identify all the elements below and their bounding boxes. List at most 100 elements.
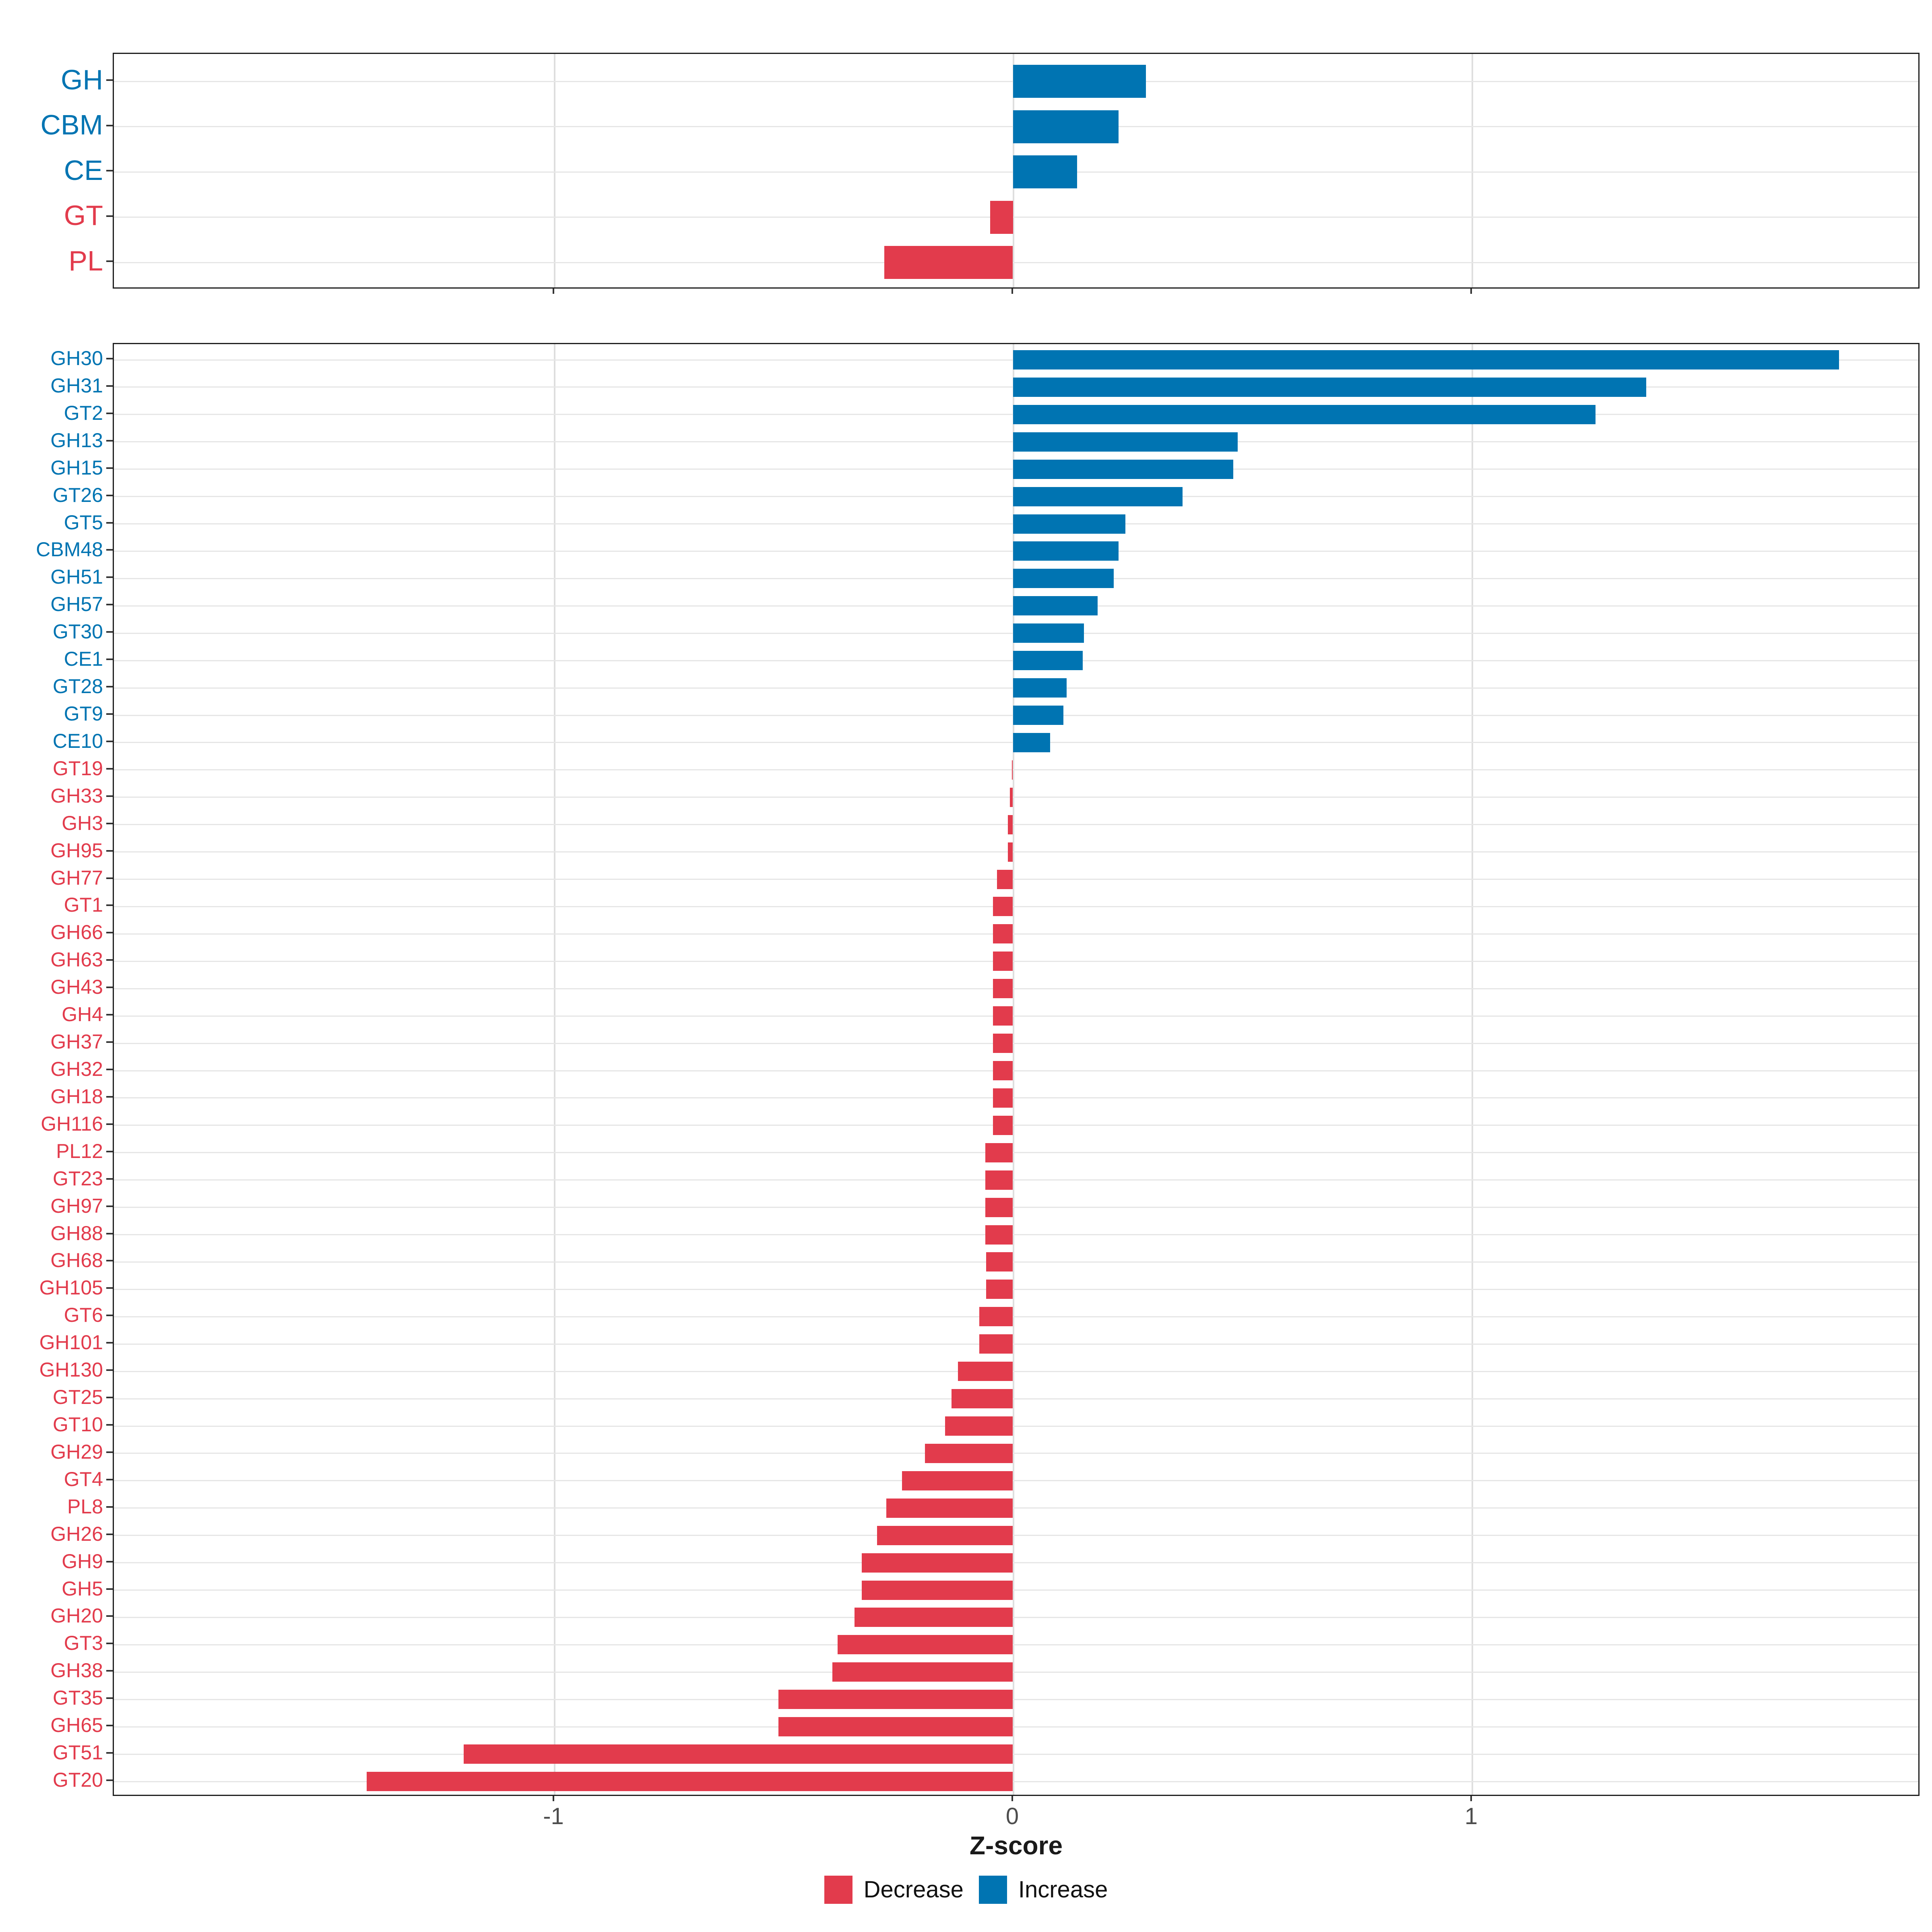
x-tick--1: [553, 1796, 554, 1801]
y-tick-PL: [106, 260, 113, 262]
y-label-GH130: GH130: [39, 1358, 103, 1381]
y-label-GT4: GT4: [64, 1468, 103, 1490]
bar-CE10: [1013, 733, 1050, 752]
row-gridline: [114, 960, 1918, 962]
y-tick-GT51: [106, 1752, 113, 1754]
y-label-CE: CE: [64, 154, 103, 186]
row-gridline: [114, 1152, 1918, 1154]
y-tick-GH57: [106, 604, 113, 606]
y-tick-GH51: [106, 576, 113, 578]
bar-GH4: [993, 1006, 1013, 1026]
y-tick-GH26: [106, 1533, 113, 1535]
y-label-GT19: GT19: [52, 757, 103, 780]
x-gridline-1: [1472, 54, 1473, 287]
y-label-GH51: GH51: [50, 566, 103, 588]
x-tick-1: [1470, 289, 1472, 294]
bar-GT25: [951, 1389, 1013, 1409]
y-label-GT: GT: [64, 200, 103, 231]
bar-GH31: [1013, 377, 1646, 397]
y-tick-GT28: [106, 686, 113, 688]
y-tick-GT35: [106, 1697, 113, 1699]
y-label-GH26: GH26: [50, 1522, 103, 1545]
bar-GT3: [838, 1635, 1013, 1655]
y-label-GH43: GH43: [50, 976, 103, 999]
y-tick-GT19: [106, 768, 113, 770]
bar-GH105: [986, 1280, 1013, 1299]
y-tick-GH37: [106, 1041, 113, 1043]
y-tick-GT4: [106, 1478, 113, 1480]
y-tick-GH20: [106, 1615, 113, 1617]
y-label-GT1: GT1: [64, 894, 103, 916]
y-tick-GH68: [106, 1260, 113, 1262]
row-gridline: [114, 1507, 1918, 1509]
y-tick-CBM: [106, 124, 113, 126]
y-label-GT5: GT5: [64, 511, 103, 534]
y-tick-GH116: [106, 1123, 113, 1125]
bar-GT23: [985, 1170, 1013, 1190]
y-label-GH37: GH37: [50, 1030, 103, 1053]
bar-GT51: [463, 1744, 1013, 1764]
bar-GH57: [1013, 596, 1098, 616]
bar-GT: [990, 200, 1013, 234]
bar-GH95: [1007, 842, 1013, 862]
y-tick-GT5: [106, 522, 113, 524]
y-label-GT20: GT20: [52, 1769, 103, 1791]
row-gridline: [114, 1753, 1918, 1755]
bar-GH65: [778, 1717, 1013, 1737]
bar-GT20: [367, 1772, 1013, 1791]
row-gridline: [114, 1207, 1918, 1208]
legend-label-increase: Increase: [1018, 1876, 1108, 1903]
y-label-GT9: GT9: [64, 702, 103, 725]
x-axis-title: Z-score: [969, 1831, 1063, 1860]
row-gridline: [114, 1234, 1918, 1236]
bar-GH15: [1013, 459, 1233, 479]
y-label-GH30: GH30: [50, 347, 103, 369]
legend-swatch-decrease: [824, 1876, 852, 1904]
row-gridline: [114, 1726, 1918, 1728]
y-tick-GH130: [106, 1369, 113, 1371]
y-label-GH101: GH101: [39, 1331, 103, 1354]
bar-CE1: [1013, 651, 1083, 671]
row-gridline: [114, 1371, 1918, 1372]
y-label-GH57: GH57: [50, 593, 103, 616]
y-label-GH20: GH20: [50, 1604, 103, 1627]
row-gridline: [114, 1425, 1918, 1427]
y-tick-GT25: [106, 1397, 113, 1399]
y-label-GH18: GH18: [50, 1085, 103, 1108]
y-tick-GT23: [106, 1178, 113, 1180]
row-gridline: [114, 933, 1918, 935]
bar-GH38: [832, 1662, 1013, 1682]
row-gridline: [114, 1781, 1918, 1782]
row-gridline: [114, 1343, 1918, 1345]
x-tick-0: [1011, 289, 1013, 294]
y-tick-GH105: [106, 1287, 113, 1289]
y-tick-PL12: [106, 1150, 113, 1152]
y-tick-GH9: [106, 1560, 113, 1563]
x-gridline--1: [554, 54, 555, 287]
bar-GH77: [997, 869, 1013, 889]
x-tick--1: [553, 289, 554, 294]
y-label-GT3: GT3: [64, 1632, 103, 1655]
bar-GT35: [778, 1690, 1013, 1709]
row-gridline: [114, 879, 1918, 880]
bar-GT26: [1013, 487, 1183, 506]
y-label-GH88: GH88: [50, 1222, 103, 1245]
y-label-GT30: GT30: [52, 620, 103, 643]
row-gridline: [114, 1097, 1918, 1099]
y-tick-GT2: [106, 412, 113, 414]
bar-CE: [1013, 155, 1077, 188]
y-label-GH4: GH4: [62, 1003, 103, 1026]
y-label-GT25: GT25: [52, 1386, 103, 1409]
row-gridline: [114, 1699, 1918, 1700]
y-label-GT23: GT23: [52, 1167, 103, 1190]
bar-GH26: [877, 1525, 1013, 1545]
row-gridline: [114, 1480, 1918, 1482]
y-label-GH38: GH38: [50, 1659, 103, 1682]
row-gridline: [114, 1125, 1918, 1126]
x-tick-label-1: 1: [1464, 1803, 1478, 1829]
row-gridline: [114, 1453, 1918, 1454]
y-tick-GT9: [106, 713, 113, 715]
legend: Decrease Increase: [0, 1876, 1932, 1904]
row-gridline: [114, 217, 1918, 218]
row-gridline: [114, 769, 1918, 771]
